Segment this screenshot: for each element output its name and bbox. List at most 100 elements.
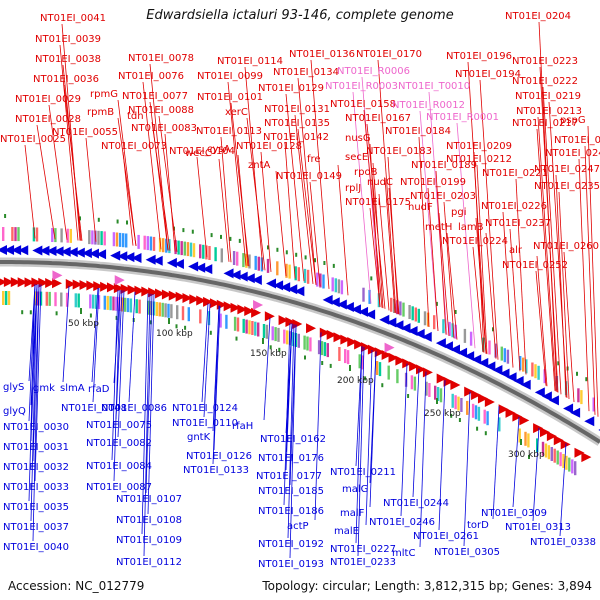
forward-gene-arrow	[477, 393, 488, 404]
cog-block-top	[106, 295, 109, 310]
leader-line-top	[363, 109, 383, 308]
cog-block-top	[170, 304, 173, 319]
forward-gene-arrow	[319, 327, 330, 338]
cog-block-bottom	[260, 257, 264, 272]
forward-gene-arrow	[52, 278, 63, 289]
forward-gene-arrow	[24, 277, 35, 288]
forward-gene-arrow	[113, 283, 124, 294]
leader-line-top	[473, 151, 485, 353]
cog-block-bottom	[162, 238, 165, 253]
reverse-gene-arrow	[506, 372, 517, 383]
cog-block-bottom	[189, 242, 193, 257]
cog-block-top	[112, 296, 115, 311]
cog-block-top	[320, 341, 324, 356]
cog-block-bottom	[146, 236, 149, 251]
leader-line-top	[297, 128, 317, 285]
cog-block-bottom	[411, 306, 414, 321]
gene-label-top: NT01EI_0088	[128, 105, 194, 116]
forward-gene-arrow	[45, 277, 56, 288]
gene-label-top: NT01EI_0028	[15, 114, 81, 125]
cog-block-bottom	[257, 256, 260, 271]
cog-block-top	[387, 365, 390, 380]
cog-block-top	[199, 309, 202, 324]
leader-line-top	[418, 136, 430, 328]
gene-label-top: NT01EI_0039	[35, 34, 101, 45]
reverse-gene-arrow	[117, 251, 128, 262]
bottom-gene-labels: glyS glyQ gmk slmA NT01EI_0030 NT01EI_0031 NT0…	[3, 382, 596, 570]
gc-content-tick	[210, 233, 213, 238]
leader-line-bottom	[34, 284, 42, 482]
leader-line-top	[509, 228, 521, 372]
cog-block-bottom	[152, 236, 156, 251]
cog-block-bottom	[451, 323, 454, 338]
forward-gene-arrow	[367, 344, 378, 355]
cog-block-bottom	[192, 243, 196, 258]
gene-label-bottom: NT01EI_0233	[330, 557, 396, 568]
gene-label-top: NT01EI_R0003	[325, 81, 398, 92]
forward-gene-arrow	[244, 306, 255, 317]
forward-gene-arrow	[100, 281, 111, 292]
leader-line-top	[536, 128, 556, 391]
cog-block-bottom	[390, 297, 393, 312]
cog-block-top	[2, 291, 5, 305]
gene-label-top: tdh	[127, 111, 144, 122]
forward-gene-arrow	[374, 347, 385, 358]
forward-gene-arrow	[175, 291, 186, 302]
gene-label-top: NT01EI_0175	[345, 197, 411, 208]
gene-label-bottom: NT01EI_0031	[3, 442, 69, 453]
cog-block-bottom	[306, 269, 310, 284]
gene-label-top: NT01EI_0149	[276, 171, 342, 182]
cog-block-top	[225, 314, 228, 329]
cog-block-bottom	[103, 231, 106, 246]
reverse-gene-arrow	[386, 317, 397, 328]
topology-text: Topology: circular; Length: 3,812,315 bp…	[262, 579, 592, 593]
scale-label: 300 kbp	[508, 450, 545, 460]
gc-content-tick	[97, 217, 100, 222]
cog-block-bottom	[174, 240, 177, 255]
forward-gene-arrow	[464, 386, 475, 397]
cog-block-bottom	[214, 247, 217, 262]
gene-label-bottom: NT01EI_0244	[383, 498, 449, 509]
cog-block-bottom	[266, 258, 270, 273]
cog-block-bottom	[506, 349, 510, 364]
reverse-gene-arrow	[294, 286, 305, 297]
rna-gene-arrow	[384, 342, 395, 353]
cog-block-bottom	[417, 308, 420, 323]
forward-gene-arrow	[539, 427, 550, 438]
cog-block-top	[309, 337, 312, 352]
reverse-gene-arrow	[280, 282, 291, 293]
gene-label-top: secE	[345, 152, 368, 163]
cog-block-top	[544, 443, 548, 458]
gene-label-bottom: torD	[467, 520, 489, 531]
cog-block-bottom	[137, 234, 140, 249]
cog-block-bottom	[180, 241, 183, 256]
cog-block-bottom	[248, 254, 251, 269]
cog-block-top	[164, 303, 167, 318]
forward-gene-arrow	[361, 342, 372, 353]
cog-block-top	[248, 320, 251, 335]
leader-line-top	[246, 117, 266, 271]
cog-block-bottom	[60, 228, 63, 243]
cog-block-top	[155, 302, 159, 316]
leader-line-top	[443, 201, 455, 339]
cog-block-top	[135, 299, 138, 314]
gc-skew-tick	[321, 361, 324, 365]
leader-line-bottom	[32, 284, 40, 542]
cog-block-top	[121, 297, 124, 312]
cog-block-top	[54, 292, 57, 307]
cog-block-bottom	[66, 228, 69, 243]
cog-block-top	[375, 361, 379, 375]
gene-label-top: NT01EI_0158	[330, 99, 396, 110]
forward-gene-arrow	[155, 288, 166, 299]
gc-content-tick	[79, 216, 81, 221]
gene-label-top: NT01EI_0129	[258, 83, 324, 94]
leader-line-top	[456, 122, 476, 349]
cog-block-top	[129, 298, 133, 313]
forward-gene-arrow	[223, 301, 234, 312]
cog-block-top	[527, 433, 530, 448]
gene-label-top: NT01EI_0213	[516, 106, 582, 117]
cog-block-top	[65, 292, 69, 307]
forward-gene-arrow	[209, 298, 220, 309]
forward-gene-arrow	[484, 397, 495, 408]
gc-skew-tick	[484, 431, 487, 436]
